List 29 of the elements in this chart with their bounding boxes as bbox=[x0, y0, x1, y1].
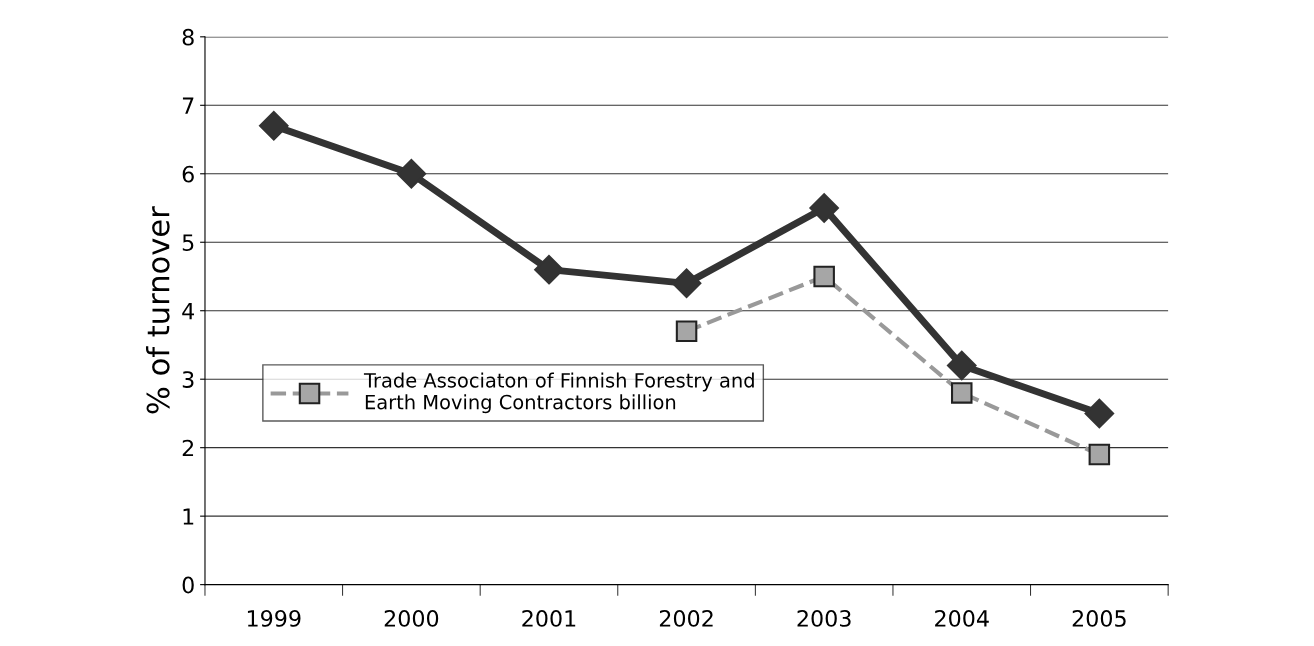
y-tick-label: 8 bbox=[182, 28, 194, 46]
point bbox=[950, 382, 973, 404]
y-tick-label: 0 bbox=[182, 576, 194, 594]
y-axis-title: % of turnover bbox=[146, 206, 170, 414]
x-tick-label: 2002 bbox=[659, 610, 713, 627]
x-tick-label: 2001 bbox=[522, 610, 576, 627]
point bbox=[1088, 443, 1111, 466]
point bbox=[534, 254, 564, 285]
y-tick-label: 5 bbox=[182, 234, 194, 252]
x-tick-label: 2005 bbox=[1072, 610, 1126, 627]
point bbox=[813, 265, 835, 288]
point bbox=[1084, 398, 1115, 429]
y-tick-label: 4 bbox=[182, 302, 195, 320]
point bbox=[946, 350, 977, 381]
point bbox=[396, 158, 427, 189]
y-tick-label: 2 bbox=[182, 439, 194, 457]
y-tick-label: 7 bbox=[182, 97, 194, 114]
point bbox=[258, 111, 289, 141]
y-tick-label: 1 bbox=[183, 508, 194, 525]
y-tick-label: 3 bbox=[182, 371, 194, 388]
x-tick-label: 2003 bbox=[797, 610, 851, 627]
x-tick-label: 2004 bbox=[935, 610, 989, 627]
point bbox=[809, 193, 839, 223]
point bbox=[675, 320, 698, 343]
point bbox=[671, 268, 702, 299]
y-tick-label: 6 bbox=[182, 165, 194, 183]
legend-label: Trade Associaton of Finnish Forestry and Earth Moving Contractors billion bbox=[363, 372, 754, 414]
x-tick-label: 1999 bbox=[247, 610, 301, 627]
x-tick-label: 2000 bbox=[384, 610, 439, 627]
